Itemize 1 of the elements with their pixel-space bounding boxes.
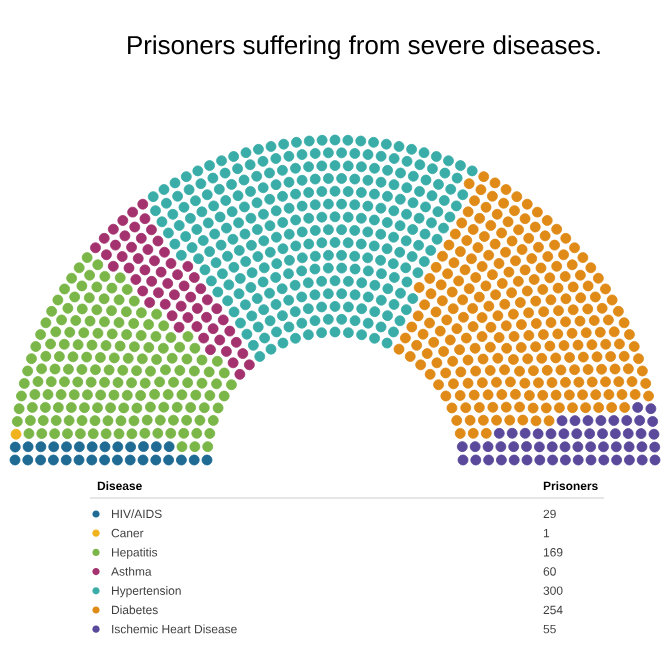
text: Prisoners suffering from severe diseases.: [128, 35, 600, 60]
